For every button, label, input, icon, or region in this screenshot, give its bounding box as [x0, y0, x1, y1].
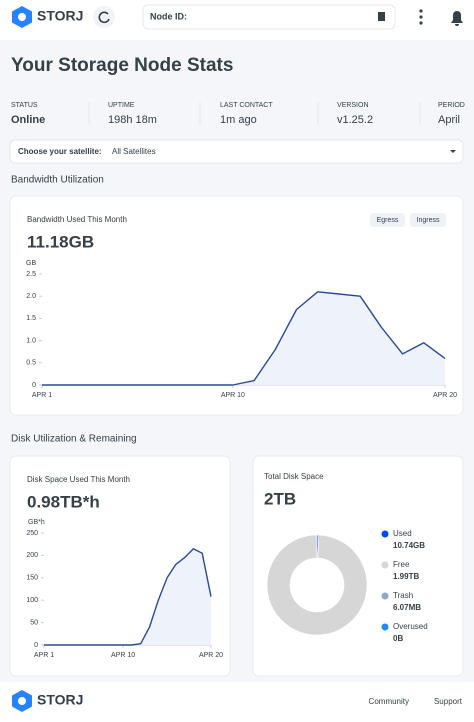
logo-text: STORJ [37, 8, 83, 24]
card-total: 0.98TB*h [27, 492, 100, 511]
legend-dot [381, 623, 389, 631]
card-title: Disk Space Used This Month [27, 475, 130, 484]
y-tick-label: 2.5 [26, 271, 36, 278]
stat-label: STATUS [11, 102, 38, 109]
menu-icon[interactable] [419, 9, 423, 25]
legend-dot [381, 530, 389, 538]
donut-slice [266, 534, 368, 636]
tab-label: Egress [377, 217, 399, 224]
stat-value: Online [11, 114, 45, 126]
logo-icon-center [18, 697, 26, 705]
legend-value: 0B [393, 634, 403, 643]
y-tick-label: 1.0 [26, 337, 36, 344]
y-tick-label: 2.0 [26, 293, 36, 300]
footer [0, 682, 474, 722]
ingress-tab[interactable] [410, 213, 446, 227]
y-tick-label: 250 [26, 530, 38, 537]
stat-label: PERIOD [438, 102, 465, 109]
stat-label: UPTIME [108, 102, 135, 109]
x-tick-label: APR 1 [34, 652, 54, 659]
logo-text: STORJ [37, 692, 83, 708]
section-title: Disk Utilization & Remaining [11, 434, 137, 445]
y-axis-label: GB [26, 260, 36, 267]
node-id-label: Node ID: [150, 11, 187, 21]
satellite-select[interactable] [9, 139, 464, 164]
y-axis-label: GB*h [28, 519, 45, 526]
line [42, 291, 446, 386]
card-total: 2TB [264, 489, 296, 508]
refresh-button[interactable] [93, 6, 115, 28]
satellite-label: Choose your satellite: [18, 147, 102, 156]
bell-icon[interactable] [451, 11, 463, 26]
y-tick-label: 200 [26, 552, 38, 559]
card-title: Total Disk Space [264, 472, 324, 481]
card-total: 11.18GB [27, 232, 94, 251]
legend-dot [381, 561, 389, 569]
x-tick-label: APR 10 [111, 652, 135, 659]
stat-label: LAST CONTACT [220, 102, 273, 109]
copy-icon[interactable] [378, 12, 385, 21]
node-id-box[interactable] [142, 4, 396, 30]
line [44, 548, 212, 646]
area [42, 291, 445, 385]
satellite-value: All Satellites [112, 147, 156, 156]
refresh-icon [98, 11, 110, 24]
dropdown-arrow [450, 150, 456, 153]
card-title: Bandwidth Used This Month [27, 215, 127, 224]
section-title: Bandwidth Utilization [11, 175, 104, 186]
footer-link[interactable]: Support [434, 697, 463, 706]
stat-value: 198h 18m [108, 114, 157, 126]
y-tick-label: 1.5 [26, 315, 36, 322]
legend-dot [381, 592, 389, 600]
y-tick-label: 100 [26, 597, 38, 604]
stat-value: v1.25.2 [337, 114, 373, 126]
footer-link[interactable]: Community [369, 697, 409, 706]
stats: STATUS Online UPTIME 198h 18m LAST CONTA… [11, 102, 465, 126]
y-tick-label: 150 [26, 575, 38, 582]
legend-value: 6.07MB [393, 603, 421, 612]
legend-label: Free [393, 560, 410, 569]
x-tick-label: APR 10 [221, 392, 245, 399]
stat-label: VERSION [337, 102, 369, 109]
page-title: Your Storage Node Stats [11, 55, 233, 76]
logo-icon-center [18, 13, 26, 21]
legend-value: 1.99TB [393, 572, 419, 581]
egress-tab[interactable] [370, 213, 405, 227]
legend-label: Overused [393, 622, 428, 631]
x-tick-label: APR 20 [199, 652, 223, 659]
legend-label: Used [393, 529, 412, 538]
y-tick-label: 0.5 [26, 360, 36, 367]
legend-value: 10.74GB [393, 541, 425, 550]
y-tick-label: 0 [32, 382, 36, 389]
y-tick-label: 50 [30, 619, 38, 626]
x-tick-label: APR 20 [433, 392, 457, 399]
stat-value: 1m ago [220, 114, 257, 126]
y-tick-label: 0 [34, 642, 38, 649]
legend-label: Trash [393, 591, 413, 600]
area [44, 548, 211, 645]
tab-label: Ingress [417, 217, 440, 224]
stat-value: April [438, 114, 460, 126]
x-tick-label: APR 1 [32, 392, 52, 399]
